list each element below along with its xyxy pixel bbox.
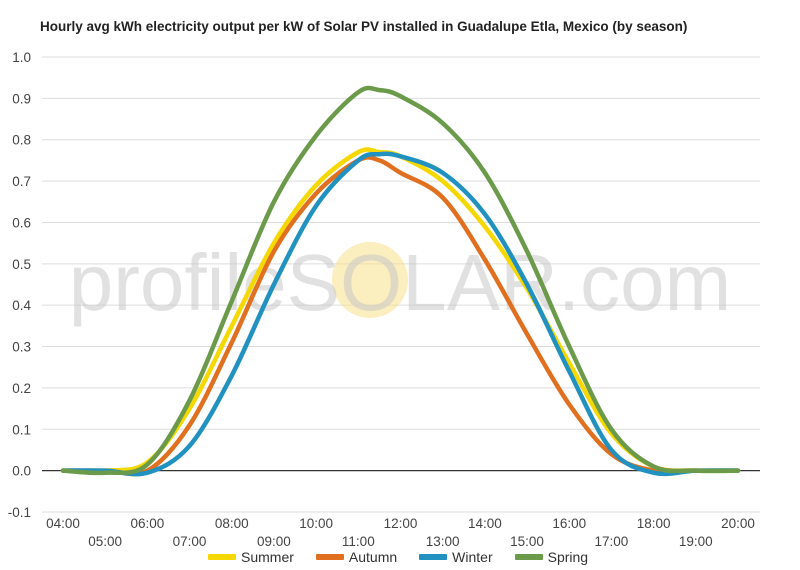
x-tick-label: 04:00: [46, 516, 80, 531]
legend-swatch: [208, 554, 236, 560]
legend-label: Autumn: [348, 549, 398, 565]
x-tick-label: 08:00: [215, 516, 249, 531]
x-axis-ticks: 04:00 05:00 06:00 07:00 08:00 09:00 10:00 11:00…: [46, 516, 755, 549]
legend-item-winter[interactable]: Winter: [419, 549, 493, 565]
watermark: profileSOLAR.com: [69, 238, 731, 327]
y-tick-label: 1.0: [12, 50, 31, 65]
y-tick-label: 0.5: [12, 257, 31, 272]
y-tick-label: 0.9: [12, 91, 31, 106]
y-tick-label: 0.0: [12, 464, 31, 479]
x-tick-label: 15:00: [510, 534, 544, 549]
x-tick-label: 17:00: [595, 534, 629, 549]
legend-label: Summer: [241, 549, 294, 565]
legend-swatch: [315, 554, 344, 560]
grid-lines: [42, 56, 760, 513]
legend-swatch: [514, 554, 543, 560]
x-tick-label: 10:00: [299, 516, 333, 531]
x-tick-label: 11:00: [342, 534, 375, 549]
series-lines: [60, 85, 741, 477]
y-tick-label: 0.1: [12, 422, 31, 437]
x-tick-label: 07:00: [173, 534, 207, 549]
legend-label: Spring: [547, 549, 589, 565]
watermark-sun-icon: [332, 242, 408, 318]
legend-label: Winter: [452, 549, 493, 565]
x-tick-label: 06:00: [130, 516, 164, 531]
y-tick-label: 0.7: [12, 174, 31, 189]
x-tick-label: 13:00: [426, 534, 460, 549]
legend-swatch: [419, 554, 448, 560]
legend-item-spring[interactable]: Spring: [514, 549, 589, 565]
series-line-winter: [60, 151, 741, 477]
chart-title: Hourly avg kWh electricity output per kW…: [40, 19, 688, 34]
series-line-autumn: [60, 155, 741, 477]
x-tick-label: 18:00: [637, 516, 671, 531]
x-tick-label: 19:00: [679, 534, 713, 549]
y-tick-label: -0.1: [8, 505, 31, 520]
watermark-text: profileSOLAR.com: [69, 238, 731, 327]
y-tick-label: 0.3: [12, 340, 31, 355]
legend: Summer Autumn Winter Spring: [208, 549, 588, 565]
y-tick-label: 0.2: [12, 381, 31, 396]
y-tick-label: 0.4: [12, 298, 31, 313]
y-axis-ticks: -0.1 0.0 0.1 0.2 0.3 0.4 0.5 0.6 0.7 0.8 0.9 1.0: [8, 50, 32, 520]
x-tick-label: 14:00: [468, 516, 502, 531]
x-tick-label: 12:00: [384, 516, 418, 531]
legend-item-autumn[interactable]: Autumn: [315, 549, 398, 565]
x-tick-label: 20:00: [721, 516, 755, 531]
x-tick-label: 09:00: [257, 534, 291, 549]
y-tick-label: 0.6: [12, 215, 31, 230]
x-tick-label: 05:00: [88, 534, 122, 549]
y-tick-label: 0.8: [12, 133, 31, 148]
legend-item-summer[interactable]: Summer: [208, 549, 294, 565]
series-line-spring: [60, 85, 741, 476]
x-tick-label: 16:00: [552, 516, 586, 531]
